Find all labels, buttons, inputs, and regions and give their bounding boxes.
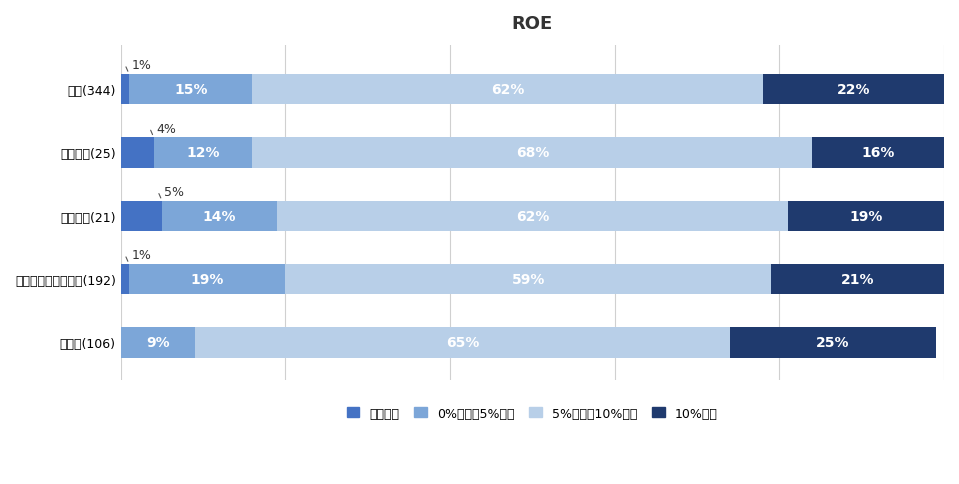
Text: 25%: 25% (816, 336, 850, 350)
Text: 21%: 21% (841, 272, 875, 287)
Bar (129, 264, 286, 295)
Bar (162, 201, 277, 231)
Text: 16%: 16% (861, 146, 895, 160)
Bar (121, 138, 153, 168)
Bar (121, 328, 195, 358)
Title: ROE: ROE (512, 15, 553, 33)
Text: 1%: 1% (131, 59, 152, 72)
Text: 68%: 68% (516, 146, 550, 160)
Bar (762, 75, 944, 105)
Text: 62%: 62% (491, 83, 525, 97)
Bar (787, 201, 944, 231)
Bar (121, 75, 129, 105)
Bar (129, 75, 252, 105)
Bar (195, 328, 730, 358)
Text: 59%: 59% (511, 272, 545, 287)
Text: 5%: 5% (164, 185, 184, 198)
Text: 12%: 12% (186, 146, 220, 160)
Text: 15%: 15% (174, 83, 207, 97)
Bar (730, 328, 936, 358)
Bar (286, 264, 771, 295)
Text: 62%: 62% (516, 209, 550, 223)
Text: 19%: 19% (849, 209, 882, 223)
Legend: マイナス, 0%以上〜5%未満, 5%以上〜10%未満, 10%以上: マイナス, 0%以上〜5%未満, 5%以上〜10%未満, 10%以上 (342, 402, 723, 424)
Bar (812, 138, 944, 168)
Bar (121, 264, 129, 295)
Bar (153, 138, 252, 168)
Text: 14%: 14% (202, 209, 236, 223)
Text: 1%: 1% (131, 249, 152, 262)
Text: 19%: 19% (191, 272, 223, 287)
Bar (771, 264, 944, 295)
Text: 4%: 4% (156, 122, 176, 136)
Bar (252, 138, 812, 168)
Bar (277, 201, 787, 231)
Text: 22%: 22% (836, 83, 870, 97)
Text: 9%: 9% (146, 336, 170, 350)
Text: 65%: 65% (446, 336, 480, 350)
Bar (121, 201, 162, 231)
Bar (252, 75, 762, 105)
